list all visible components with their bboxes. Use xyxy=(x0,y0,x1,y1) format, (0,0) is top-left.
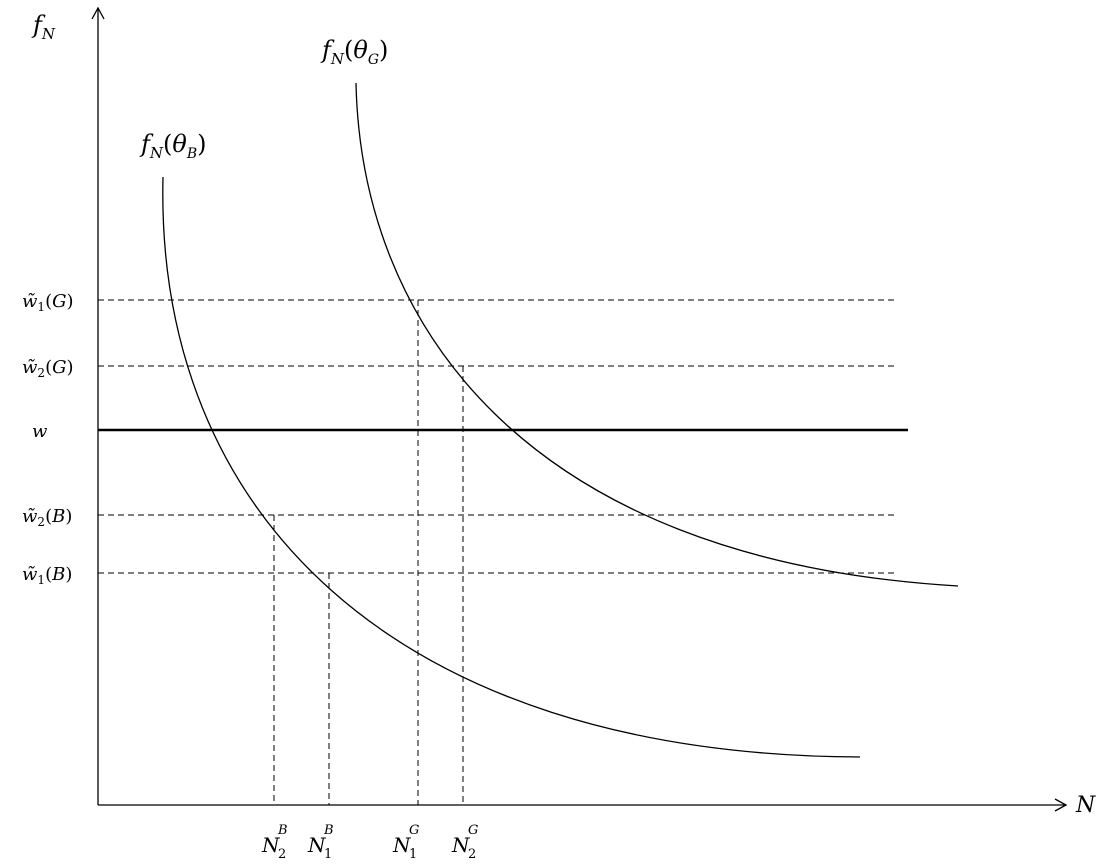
svg-text:G: G xyxy=(409,823,419,838)
curve-bad-state xyxy=(162,176,861,758)
curve-good-state xyxy=(355,82,959,587)
svg-text:B: B xyxy=(323,823,334,838)
svg-text:1: 1 xyxy=(324,847,332,862)
svg-text:G: G xyxy=(468,823,478,838)
svg-text:N: N xyxy=(261,833,281,857)
y-axis-label: fN xyxy=(31,11,56,43)
y-label-w1B: w̃1(B) xyxy=(22,564,72,587)
x-label-N2G: N G 2 xyxy=(451,823,478,862)
y-label-w2G: w̃2(G) xyxy=(22,357,74,380)
x-label-N1B: N B 1 xyxy=(307,823,334,862)
curve-bad-label: fN(θB) xyxy=(139,130,207,162)
svg-text:N: N xyxy=(392,833,412,857)
svg-text:N: N xyxy=(451,833,471,857)
y-label-w1G: w̃1(G) xyxy=(22,291,74,314)
svg-text:2: 2 xyxy=(278,847,286,862)
y-label-w: w xyxy=(32,421,48,442)
svg-text:N: N xyxy=(307,833,327,857)
x-axis-label: N xyxy=(1075,793,1096,818)
curve-good-label: fN(θG) xyxy=(320,36,388,68)
y-label-w2B: w̃2(B) xyxy=(22,506,72,529)
x-label-N2B: N B 2 xyxy=(261,823,288,862)
svg-text:B: B xyxy=(277,823,288,838)
x-label-N1G: N G 1 xyxy=(392,823,419,862)
svg-text:1: 1 xyxy=(409,847,417,862)
svg-text:2: 2 xyxy=(468,847,476,862)
